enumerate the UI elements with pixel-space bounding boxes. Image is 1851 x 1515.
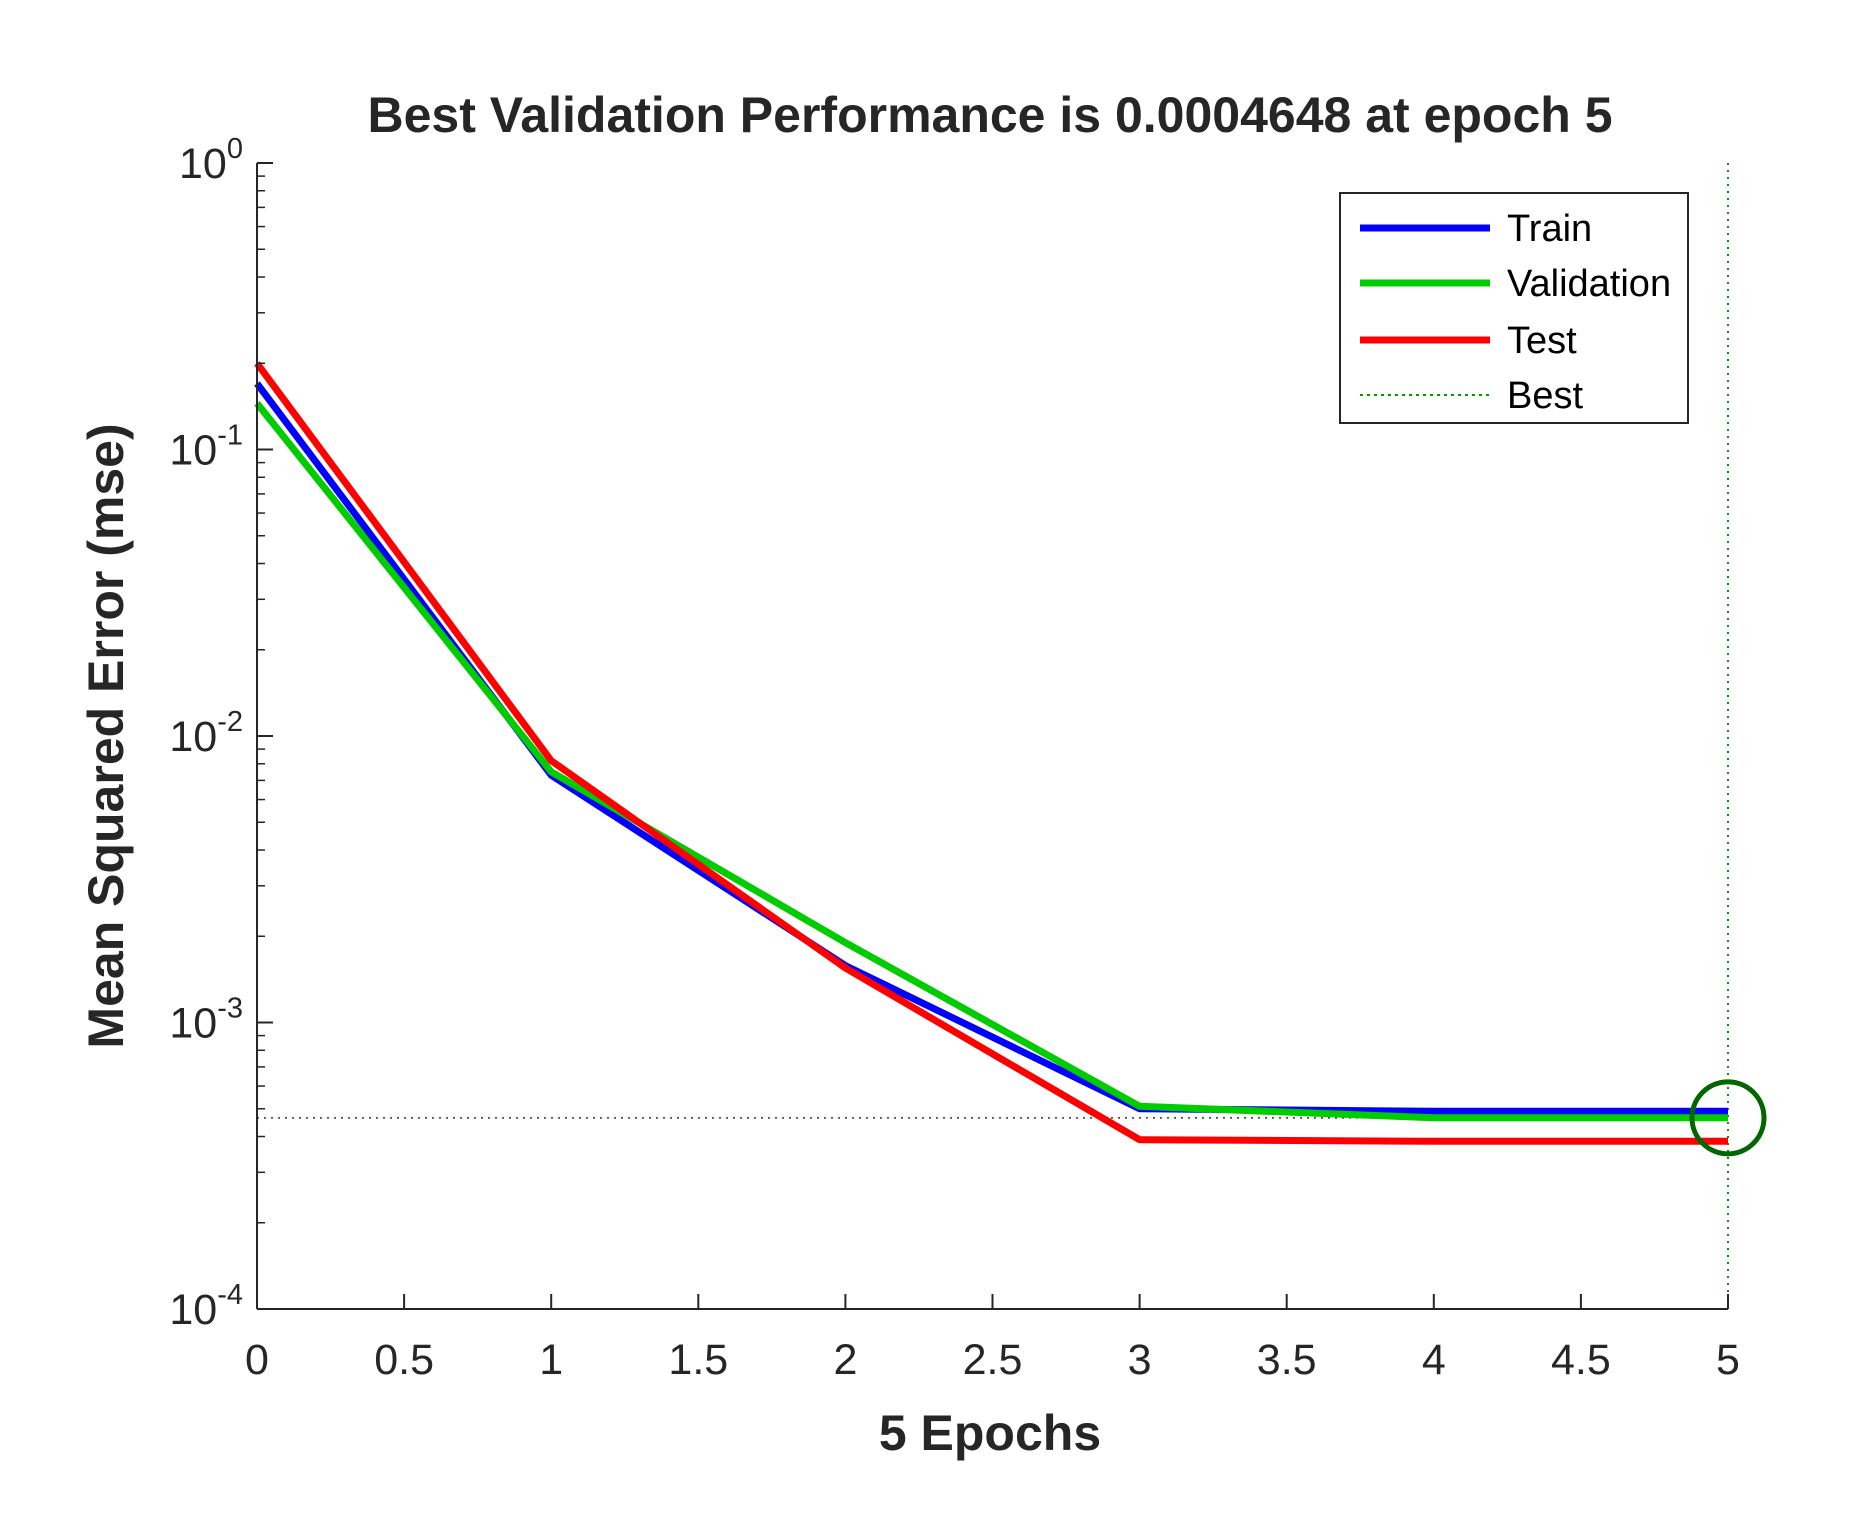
y-tick-base: 10	[179, 140, 227, 188]
x-tick-label: 1.5	[668, 1336, 728, 1384]
legend-entries: Train Validation Test Best	[1360, 208, 1671, 417]
legend-label-best: Best	[1507, 375, 1583, 417]
best-circle-group	[1689, 1079, 1767, 1157]
series-line-validation	[254, 401, 1728, 1122]
x-tick-label: 1	[539, 1336, 563, 1384]
x-tick-label: 5	[1716, 1336, 1740, 1384]
x-ticks: 0 0.5 1 1.5 2 2.5 3 3.5 4 4.5 5	[245, 1294, 1740, 1384]
y-tick-exponent: -1	[217, 420, 243, 452]
legend-label-train: Train	[1507, 208, 1592, 250]
series-lines	[254, 361, 1728, 1145]
y-tick-exponent: -4	[217, 1279, 243, 1311]
legend: Train Validation Test Best	[1339, 192, 1689, 424]
y-tick-base: 10	[169, 1286, 217, 1334]
y-tick-base: 10	[169, 1000, 217, 1048]
x-tick-label: 3.5	[1257, 1336, 1317, 1384]
x-tick-label: 3	[1128, 1336, 1152, 1384]
series-line-test	[254, 361, 1728, 1145]
y-tick-exponent: -3	[217, 993, 243, 1025]
y-tick-base: 10	[169, 427, 217, 475]
x-axis-label: 5 Epochs	[879, 1405, 1101, 1461]
x-tick-label: 2	[833, 1336, 857, 1384]
legend-label-test: Test	[1507, 320, 1577, 362]
x-tick-label: 4	[1422, 1336, 1446, 1384]
y-tick-exponent: -2	[217, 706, 243, 738]
x-tick-label: 0.5	[374, 1336, 434, 1384]
chart-title: Best Validation Performance is 0.0004648…	[367, 87, 1612, 143]
y-tick-label: 100	[179, 133, 243, 188]
y-tick-exponent: 0	[227, 133, 243, 165]
best-point-circle	[1689, 1079, 1767, 1157]
x-tick-label: 4.5	[1551, 1336, 1611, 1384]
y-tick-label: 10-4	[169, 1279, 243, 1334]
y-tick-base: 10	[169, 713, 217, 761]
x-tick-label: 2.5	[963, 1336, 1023, 1384]
legend-label-validation: Validation	[1507, 263, 1671, 305]
y-tick-label: 10-3	[169, 993, 243, 1048]
x-tick-label: 0	[245, 1336, 269, 1384]
y-tick-label: 10-2	[169, 706, 243, 761]
y-tick-label: 10-1	[169, 420, 243, 475]
y-axis-label: Mean Squared Error (mse)	[78, 423, 134, 1048]
